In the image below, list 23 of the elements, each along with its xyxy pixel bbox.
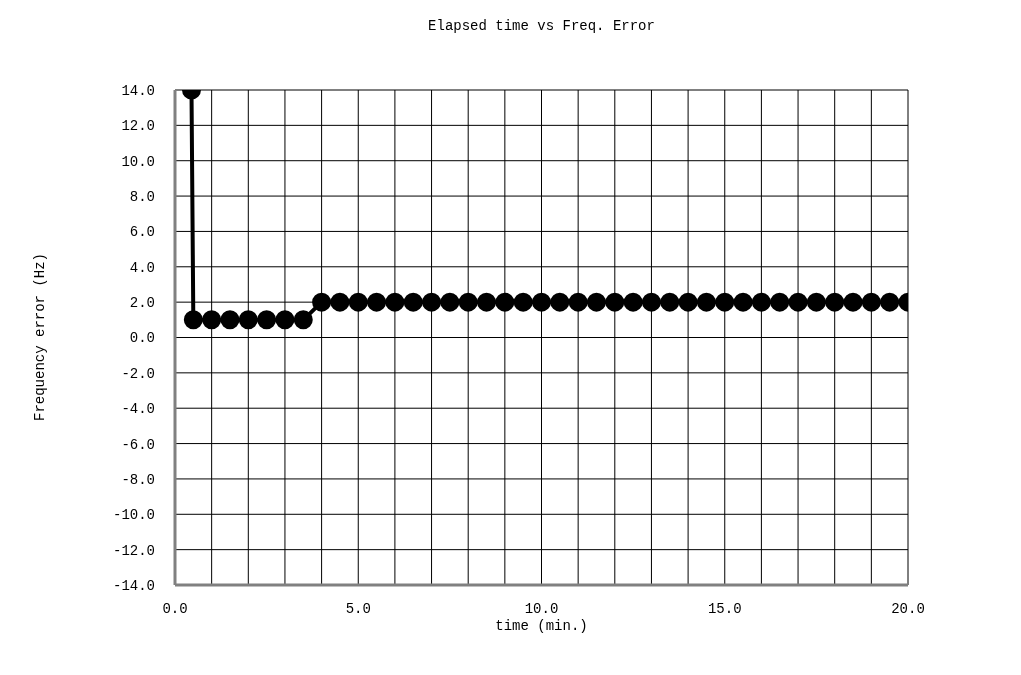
x-tick-label: 20.0: [891, 600, 925, 617]
y-tick-label: 0.0: [129, 330, 155, 347]
y-tick-label: 4.0: [129, 259, 155, 276]
y-tick-label: -10.0: [112, 507, 155, 524]
y-tick-label: 6.0: [129, 224, 155, 241]
y-tick-label: -8.0: [121, 471, 155, 488]
y-tick-label: -14.0: [112, 577, 155, 594]
y-tick-label: 14.0: [121, 82, 155, 99]
x-axis-title: time (min.): [494, 618, 589, 634]
x-tick-label: 0.0: [162, 600, 188, 617]
x-tick-label: 5.0: [345, 600, 371, 617]
y-tick-label: 8.0: [129, 189, 155, 206]
x-tick-label: 10.0: [524, 600, 559, 617]
y-tick-label: 12.0: [121, 118, 155, 135]
chart-title: Elapsed time vs Freq. Error: [427, 18, 656, 34]
y-tick-label: -2.0: [121, 365, 155, 382]
y-axis-title: Frequency error (Hz): [32, 252, 48, 422]
y-tick-label: -6.0: [121, 436, 155, 453]
y-tick-label: 2.0: [129, 295, 155, 312]
x-tick-label: 15.0: [707, 600, 742, 617]
y-tick-label: 10.0: [121, 153, 155, 170]
y-tick-label: -4.0: [121, 401, 155, 418]
y-tick-label: -12.0: [112, 542, 155, 559]
